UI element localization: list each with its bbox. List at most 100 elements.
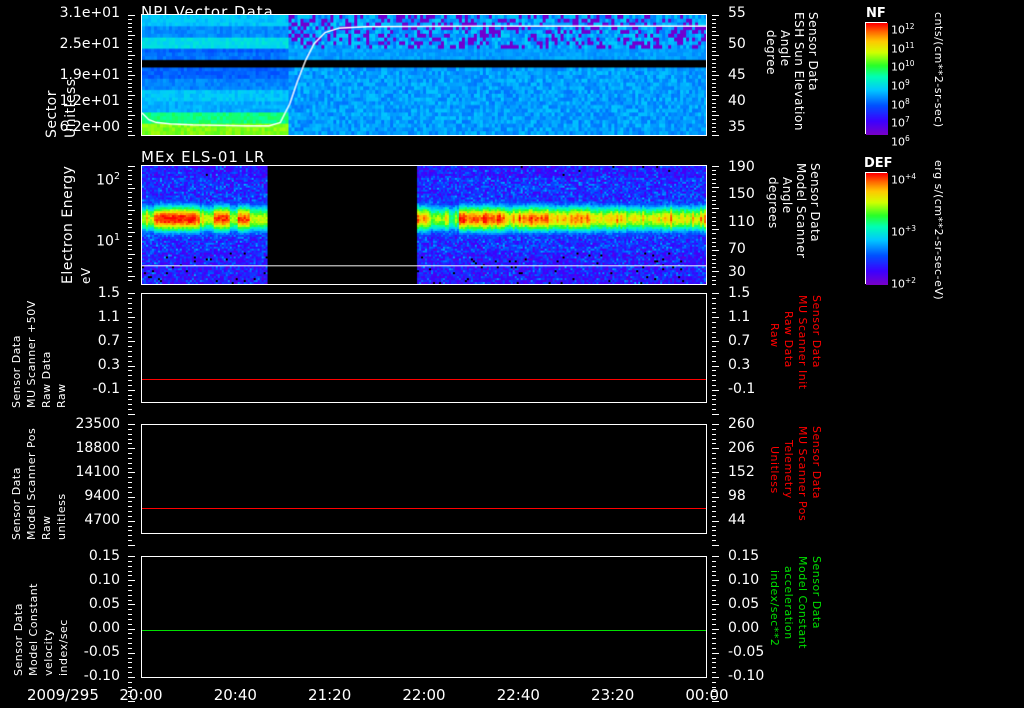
axis-minor-tick [712,701,719,702]
axis-minor-tick [128,51,132,52]
colorbar-def-gradient [866,173,888,285]
axis-tick-label: 35 [728,119,746,135]
axis-tick-label: 101 [96,232,120,250]
panel-velocity-right-label-line-1: Model Constant [796,556,809,649]
axis-minor-tick [712,83,716,84]
axis-minor-tick [712,375,716,377]
axis-tick-label: 0.05 [728,596,760,612]
axis-minor-tick [128,520,135,522]
axis-minor-tick [128,575,132,577]
panel-scanpos-trace [142,508,706,509]
axis-minor-tick [128,23,132,24]
axis-minor-tick [712,87,716,88]
axis-minor-tick [712,501,716,503]
axis-minor-tick [712,457,716,459]
axis-minor-tick [128,482,132,484]
colorbar-tick-label: 10+2 [891,276,917,291]
axis-minor-tick [712,506,716,508]
colorbar-def-unit-text: erg s/(cm**2-sr-sec-eV) [932,160,945,301]
axis-minor-tick [712,594,716,596]
axis-minor-tick [128,99,132,100]
axis-minor-tick [712,31,716,32]
axis-minor-tick [128,111,132,112]
axis-minor-tick [128,686,132,688]
axis-minor-tick [128,43,132,44]
axis-tick-label: 0.00 [728,620,760,636]
panel-scanpos-plot [141,424,707,534]
axis-minor-tick [712,241,716,243]
axis-minor-tick [712,15,719,16]
colorbar-tick-label: 107 [891,115,910,130]
axis-minor-tick [712,258,716,260]
axis-minor-tick [128,491,132,493]
axis-minor-tick [128,643,132,644]
axis-minor-tick [712,652,719,654]
axis-tick-label: 260 [728,416,755,432]
panel-els-right-label-line-1: Model Scanner [794,163,808,259]
axis-minor-tick [712,135,719,136]
xaxis-tick-label: 22:40 [496,686,540,704]
axis-minor-tick [128,55,135,56]
panel-els-right-label-line-0: Sensor Data [808,163,822,243]
axis-minor-tick [712,657,716,659]
panel-mu50-right-label-line-2: Raw Data [782,311,795,368]
axis-minor-tick [128,589,132,591]
axis-minor-tick [128,623,132,625]
axis-minor-tick [128,375,132,377]
axis-minor-tick [712,628,719,630]
axis-minor-tick [128,236,132,238]
axis-minor-tick [128,79,132,80]
axis-minor-tick [712,127,716,128]
axis-minor-tick [712,535,716,537]
axis-minor-tick [128,253,135,255]
panel-velocity-right-label-line-2: acceleration [782,566,795,640]
axis-minor-tick [128,179,132,181]
axis-minor-tick [712,43,716,44]
axis-minor-tick [712,59,716,60]
axis-minor-tick [128,638,132,640]
axis-minor-tick [712,351,716,353]
axis-tick-label: 1.1 [97,309,120,325]
panel-els-plot [141,165,707,285]
axis-minor-tick [128,618,132,620]
axis-minor-tick [712,409,716,411]
panel-npi-right-label-line-2: Angle [778,30,792,67]
axis-minor-tick [712,545,719,546]
axis-tick-label: -0.05 [728,644,765,660]
panel-scanpos-right-label: Sensor Data MU Scanner Pos Telemetry Uni… [756,426,826,538]
axis-minor-tick [712,178,716,180]
axis-minor-tick [128,275,135,277]
axis-minor-tick [128,227,132,229]
panel-npi-right-label-line-0: Sensor Data [806,12,820,92]
axis-minor-tick [712,229,719,231]
axis-minor-tick [128,594,132,596]
panel-els-right-label-line-3: degrees [766,177,780,229]
axis-minor-tick [712,560,716,562]
axis-minor-tick [128,394,132,396]
axis-minor-tick [712,302,716,304]
axis-tick-label: 0.7 [97,333,120,349]
axis-minor-tick [712,384,716,386]
axis-tick-label: 50 [728,36,746,52]
axis-minor-tick [128,258,132,260]
axis-minor-tick [712,556,719,557]
panel-els-right-label: Sensor Data Model Scanner Angle degrees [754,163,824,289]
axis-tick-label: 44 [728,512,746,528]
axis-minor-tick [128,657,132,659]
axis-tick-label: -0.1 [728,381,756,397]
colorbar-tick-label: 1011 [891,40,915,56]
axis-minor-tick [128,244,132,246]
axis-minor-tick [128,614,132,615]
axis-minor-tick [128,123,132,124]
axis-minor-tick [128,187,135,189]
axis-minor-tick [712,486,716,488]
axis-minor-tick [712,63,716,64]
axis-minor-tick [712,119,716,120]
axis-minor-tick [128,433,132,435]
panel-els-left-ticks: 102 101 [0,160,138,285]
panel-npi-spectrogram [142,15,706,135]
axis-minor-tick [712,326,716,328]
axis-tick-label: 55 [728,5,746,21]
axis-minor-tick [712,633,716,635]
axis-minor-tick [712,515,716,517]
